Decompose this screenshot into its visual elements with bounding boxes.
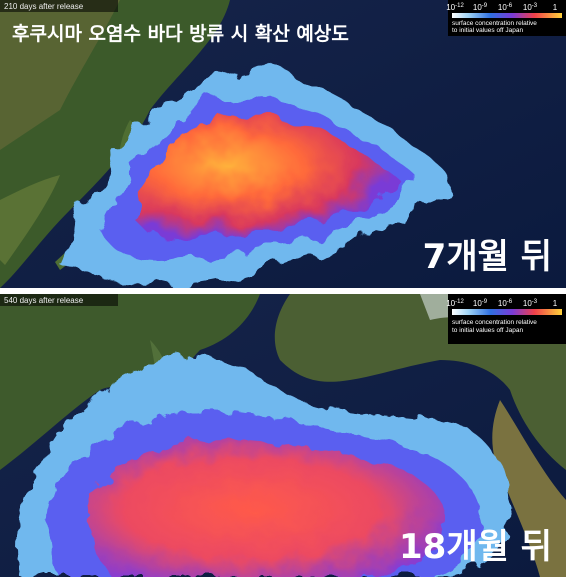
legend-tick: 10-9 [473,3,488,12]
tick-base: 10 [523,299,532,308]
legend-caption: to initial values off Japan [452,327,523,334]
legend-tick: 10-3 [523,3,538,12]
tick-base: 10 [446,3,455,12]
tick-exponent: -9 [482,3,488,9]
legend-caption: surface concentration relative [452,319,537,326]
legend-caption: surface concentration relative [452,20,537,27]
legend-tick: 10-9 [473,299,488,308]
legend-tick: 10-12 [446,299,464,308]
tick-base: 10 [473,299,482,308]
legend-caption: to initial values off Japan [452,27,523,34]
legend-tick: 1 [553,3,558,12]
legend-tick: 10-12 [446,3,464,12]
title: 후쿠시마 오염수 바다 방류 시 확산 예상도 [12,22,349,45]
days-label: 540 days after release [4,296,84,305]
legend-tick: 10-6 [498,3,513,12]
tick-exponent: -6 [507,299,513,305]
tick-exponent: -12 [455,299,464,305]
tick-base: 10 [498,299,507,308]
tick-base: 10 [498,3,507,12]
tick-exponent: -9 [482,299,488,305]
legend-tick: 1 [553,299,558,308]
legend: 10-12 10-9 10-6 10-3 1 surface concentration… [446,294,566,344]
days-label: 210 days after release [4,2,84,11]
panel-2: 540 days after release 10-12 10-9 10-6 10-3… [0,294,566,577]
legend-tick: 10-3 [523,299,538,308]
tick-exponent: -12 [455,3,464,9]
time-label: 18개월 뒤 [399,527,552,567]
panel-1: 210 days after release 후쿠시마 오염수 바다 방류 시 … [0,0,566,288]
tick-base: 1 [553,3,558,12]
tick-exponent: -6 [507,3,513,9]
tick-base: 10 [473,3,482,12]
tick-base: 10 [446,299,455,308]
tick-base: 10 [523,3,532,12]
legend-tick: 10-6 [498,299,513,308]
legend: 10-12 10-9 10-6 10-3 1 surface concentration… [446,0,566,36]
time-label: 7개월 뒤 [423,237,552,277]
tick-exponent: -3 [532,299,538,305]
tick-base: 1 [553,299,558,308]
tick-exponent: -3 [532,3,538,9]
